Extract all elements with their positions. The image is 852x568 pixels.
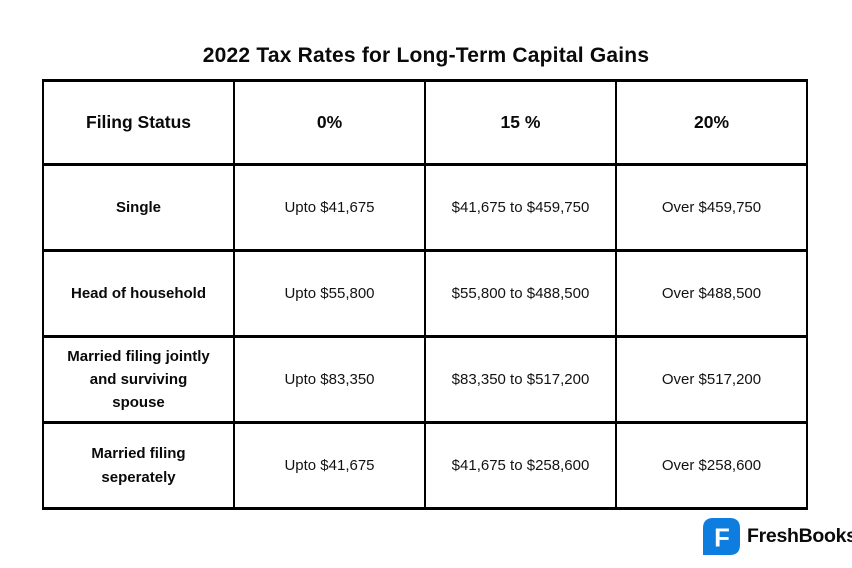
rate-0pct-cell: Upto $41,675	[233, 421, 426, 510]
freshbooks-wordmark: FreshBooks	[747, 525, 852, 547]
filing-status-cell: Married filing seperately	[42, 421, 235, 510]
tax-rates-table: Filing Status 0% 15 % 20% Single Upto $4…	[42, 79, 808, 510]
page-title: 2022 Tax Rates for Long-Term Capital Gai…	[202, 44, 650, 67]
rate-20pct-cell: Over $258,600	[615, 421, 808, 510]
header-rate-15pct: 15 %	[424, 79, 617, 166]
rate-15pct-cell: $41,675 to $459,750	[424, 163, 617, 252]
filing-status-cell: Single	[42, 163, 235, 252]
rate-15pct-cell: $41,675 to $258,600	[424, 421, 617, 510]
header-filing-status: Filing Status	[42, 79, 235, 166]
rate-0pct-cell: Upto $41,675	[233, 163, 426, 252]
table-row-married-separately: Married filing seperately Upto $41,675 $…	[42, 421, 808, 510]
rate-20pct-cell: Over $517,200	[615, 335, 808, 424]
header-rate-0pct: 0%	[233, 79, 426, 166]
filing-status-cell: Married filing jointly and surviving spo…	[42, 335, 235, 424]
rate-0pct-cell: Upto $55,800	[233, 249, 426, 338]
rate-20pct-cell: Over $459,750	[615, 163, 808, 252]
rate-0pct-cell: Upto $83,350	[233, 335, 426, 424]
rate-15pct-cell: $55,800 to $488,500	[424, 249, 617, 338]
table-header-row: Filing Status 0% 15 % 20%	[42, 79, 808, 166]
table-row-single: Single Upto $41,675 $41,675 to $459,750 …	[42, 163, 808, 252]
rate-20pct-cell: Over $488,500	[615, 249, 808, 338]
freshbooks-logo: F FreshBooks	[703, 518, 852, 555]
freshbooks-f-icon: F	[703, 518, 740, 555]
table-row-head-of-household: Head of household Upto $55,800 $55,800 t…	[42, 249, 808, 338]
rate-15pct-cell: $83,350 to $517,200	[424, 335, 617, 424]
header-rate-20pct: 20%	[615, 79, 808, 166]
table-row-married-jointly: Married filing jointly and surviving spo…	[42, 335, 808, 424]
svg-text:F: F	[714, 524, 730, 552]
filing-status-cell: Head of household	[42, 249, 235, 338]
